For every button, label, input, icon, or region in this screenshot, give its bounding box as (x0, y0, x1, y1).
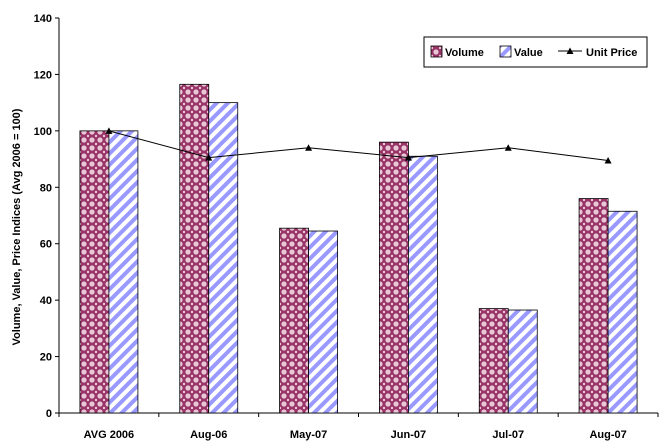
legend-label-volume: Volume (445, 47, 484, 59)
unit-price-line (105, 127, 612, 164)
x-tick-label: Aug-07 (589, 429, 626, 441)
y-tick-label: 40 (40, 295, 52, 307)
bar-value (507, 309, 538, 414)
bar-volume (379, 141, 409, 414)
y-tick-label: 120 (34, 69, 52, 81)
bars (79, 83, 638, 414)
unit-price-marker (105, 127, 113, 134)
legend-marker-unit-price (566, 47, 574, 54)
y-tick-label: 80 (40, 182, 52, 194)
bar-volume (478, 308, 509, 414)
bar-volume (179, 83, 210, 414)
legend-label-unit-price: Unit Price (586, 47, 637, 59)
bar-volume (578, 198, 609, 414)
bar-volume (79, 130, 110, 414)
x-tick-label: Aug-06 (190, 429, 227, 441)
bar-value (108, 130, 139, 414)
unit-price-polyline (108, 130, 609, 161)
unit-price-marker (205, 154, 213, 161)
y-tick-label: 140 (34, 13, 52, 25)
y-tick-label: 60 (40, 239, 52, 251)
unit-price-marker (604, 156, 612, 164)
y-tick-label: 20 (40, 352, 52, 364)
x-tick-label: AVG 2006 (84, 429, 135, 441)
legend: Volume Value Unit Price (423, 36, 648, 68)
legend-label-value: Value (514, 47, 543, 59)
y-axis: 0 20 40 60 80 100 120 140 (34, 13, 60, 420)
bar-value (408, 155, 438, 414)
legend-swatch-value (499, 45, 512, 58)
bar-value (607, 210, 638, 414)
x-axis: AVG 2006 Aug-06 May-07 Jun-07 Jul-07 Aug-07 (58, 412, 659, 441)
unit-price-marker (504, 144, 512, 151)
unit-price-marker (404, 154, 412, 161)
x-tick-label: Jun-07 (391, 429, 426, 441)
y-axis-title: Volume, Value, Price Indices (Avg 2006 =… (11, 108, 23, 345)
bar-value (308, 230, 338, 414)
legend-frame (423, 36, 648, 68)
x-tick-label: Jul-07 (492, 429, 524, 441)
bar-volume (279, 227, 309, 414)
y-tick-label: 100 (34, 126, 52, 138)
unit-price-marker (305, 144, 313, 151)
x-tick-label: May-07 (290, 429, 327, 441)
legend-swatch-volume (430, 45, 443, 58)
y-tick-label: 0 (46, 408, 52, 420)
bar-value (208, 102, 239, 414)
